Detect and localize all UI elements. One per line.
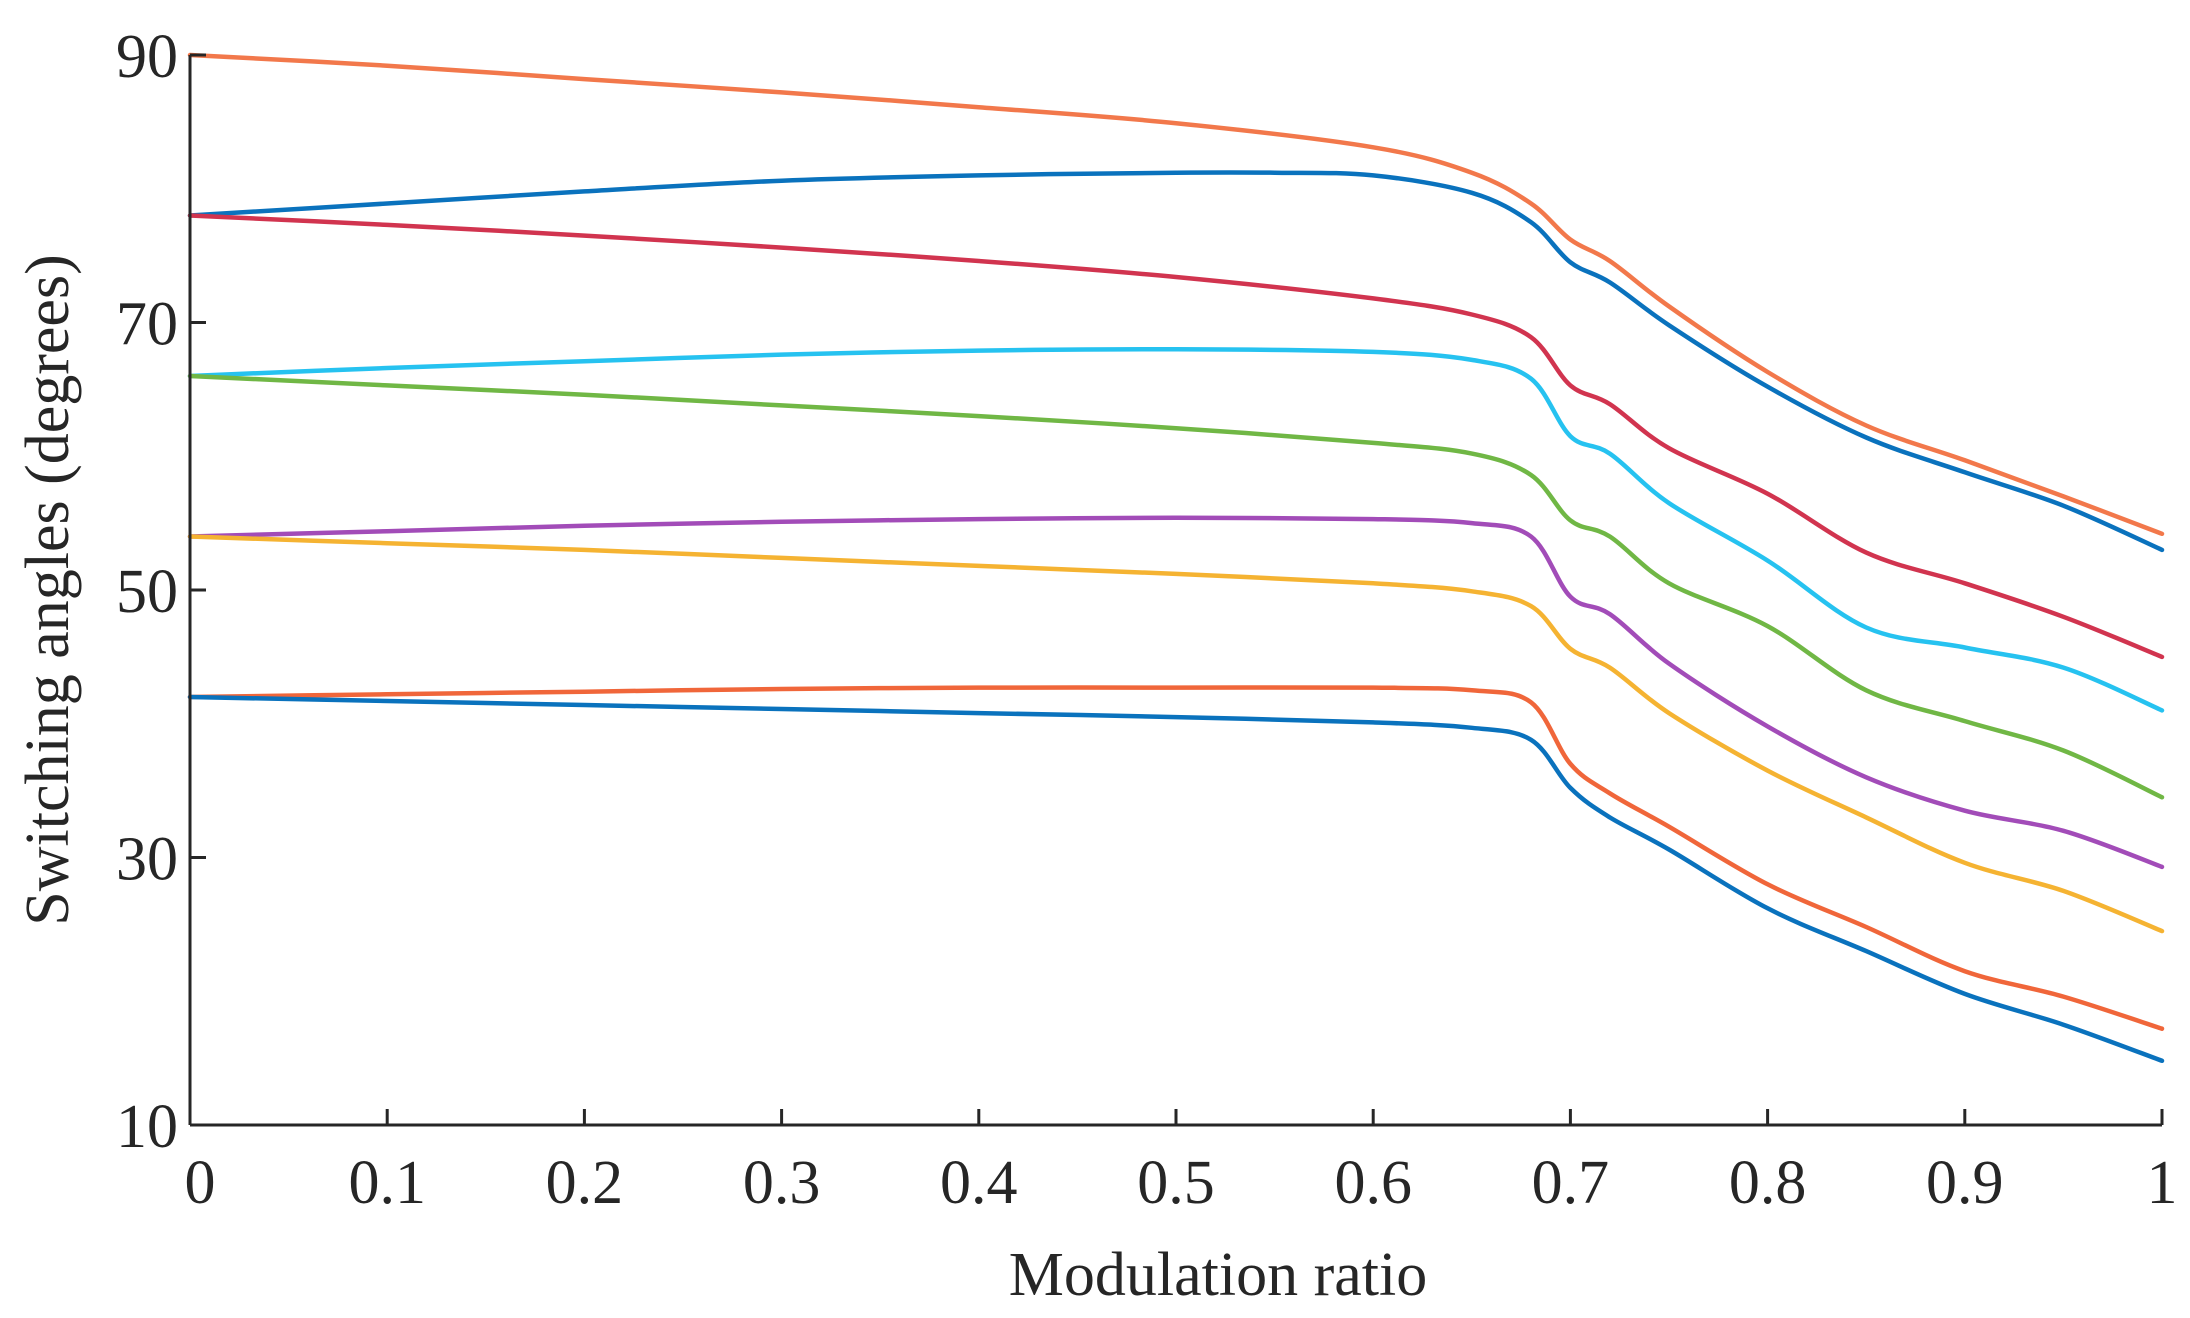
x-tick-label: 1	[2147, 1149, 2178, 1217]
series-layer	[187, 52, 2165, 1064]
axes	[188, 55, 2162, 1127]
series-line-5	[187, 373, 2165, 800]
series-line-6	[187, 515, 2165, 870]
x-tick-label: 0.1	[348, 1149, 426, 1217]
y-tick-label: 10	[116, 1093, 178, 1161]
x-tick-label: 0.9	[1926, 1149, 2004, 1217]
series-line-2	[187, 170, 2165, 553]
x-tick-label: 0.8	[1729, 1149, 1807, 1217]
y-tick-label: 30	[116, 826, 178, 894]
y-axis-label: Switching angles (degrees)	[14, 254, 82, 925]
x-tick-label: 0.4	[940, 1149, 1018, 1217]
x-tick-label: 0.7	[1532, 1149, 1610, 1217]
x-tick-label: 0.2	[546, 1149, 624, 1217]
x-tick-label: 0.6	[1334, 1149, 1412, 1217]
y-tick-label: 50	[116, 558, 178, 626]
series-line-9	[187, 694, 2165, 1064]
series-line-1	[187, 52, 2165, 537]
x-tick-label: 0.5	[1137, 1149, 1215, 1217]
y-tick-label: 70	[116, 291, 178, 359]
series-line-3	[187, 213, 2165, 660]
x-tick-label: 0	[185, 1149, 216, 1217]
series-line-4	[187, 346, 2165, 713]
series-line-7	[187, 534, 2165, 934]
x-tick-label: 0.3	[743, 1149, 821, 1217]
ticks: 0 0.1 0.2 0.3 0.4 0.5 0.6 0.7 0.8 0.9 1 10 30 50 70 90	[116, 23, 2178, 1217]
series-line-8	[187, 685, 2165, 1031]
x-axis-label: Modulation ratio	[1009, 1241, 1427, 1309]
y-tick-label: 90	[116, 23, 178, 91]
